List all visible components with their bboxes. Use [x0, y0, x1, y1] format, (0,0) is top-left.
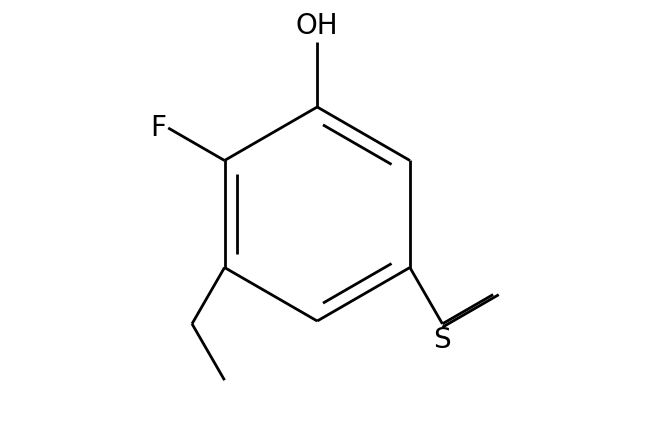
Text: F: F: [150, 114, 166, 142]
Text: S: S: [434, 326, 451, 354]
Text: OH: OH: [296, 12, 339, 40]
